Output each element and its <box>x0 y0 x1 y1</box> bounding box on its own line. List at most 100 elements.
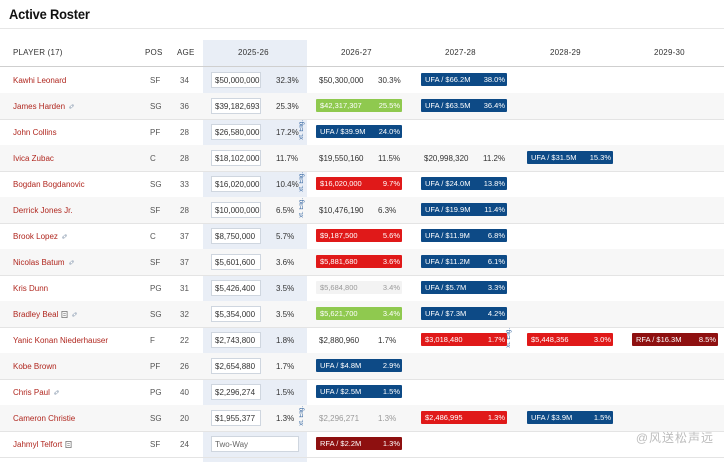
table-row: Ivica Zubac C 28 $18,102,000 11.7% $19,550,16… <box>0 145 724 172</box>
salary-amount: $19,550,160 <box>319 154 364 163</box>
contract-status-pill[interactable]: UFA / $19.9M 11.4% <box>421 203 507 216</box>
player-name-link[interactable]: Kris Dunn <box>13 284 48 293</box>
salary-amount: $26,580,000 <box>215 128 260 137</box>
player-name-link[interactable]: Bogdan Bogdanovic <box>13 180 85 189</box>
contract-label: UFA / $66.2M <box>425 75 471 84</box>
player-position: SF <box>150 76 161 85</box>
contract-status-pill[interactable]: UFA / $4.8M 2.9% <box>316 359 402 372</box>
salary-input-box <box>211 306 261 322</box>
salary-amount: $5,601,600 <box>215 258 256 267</box>
contract-status-pill[interactable]: UFA / $2.5M 1.5% <box>316 385 402 398</box>
salary-input-box <box>211 384 261 400</box>
table-row: Nicolas Batum SF 37 $5,601,600 3.6% $5,881,68… <box>0 249 724 276</box>
contract-status-pill[interactable]: $2,486,995 1.3% <box>421 411 507 424</box>
cap-percent: 1.3% <box>487 413 505 422</box>
salary-input-box <box>211 410 261 426</box>
cap-percent: 3.6% <box>382 257 400 266</box>
salary-amount: $10,000,000 <box>215 206 260 215</box>
contract-status-pill[interactable]: UFA / $39.9M 24.0% <box>316 125 402 138</box>
contract-label: UFA / $63.5M <box>425 101 471 110</box>
contract-status-pill[interactable]: $3,018,480 1.7% <box>421 333 507 346</box>
contract-status-pill[interactable]: UFA / $7.3M 4.2% <box>421 307 507 320</box>
player-name-link[interactable]: Bradley Beal <box>13 310 78 319</box>
player-name-link[interactable]: Chris Paul <box>13 388 60 397</box>
contract-status-pill[interactable]: $5,684,800 3.4% <box>316 281 402 294</box>
contract-label: $3,018,480 <box>425 335 463 344</box>
contract-status-pill[interactable]: UFA / $3.9M 1.5% <box>527 411 613 424</box>
watermark: @风送松声远 <box>635 431 714 445</box>
header-season-2025-26[interactable]: 2025-26 <box>238 48 269 57</box>
contract-status-pill[interactable]: UFA / $11.2M 6.1% <box>421 255 507 268</box>
contract-status-pill[interactable]: RFA / $2.2M 1.3% <box>316 437 402 450</box>
player-name-link[interactable]: Brook Lopez <box>13 232 68 241</box>
player-position: PG <box>150 388 162 397</box>
cap-percent: 1.7% <box>378 336 397 345</box>
cap-percent: 5.6% <box>382 231 400 240</box>
contract-status-pill[interactable]: UFA / $66.2M 38.0% <box>421 73 507 86</box>
header-age[interactable]: AGE <box>177 48 195 57</box>
contract-status-pill[interactable]: UFA / $24.0M 13.8% <box>421 177 507 190</box>
contract-status-pill[interactable]: $42,317,307 25.5% <box>316 99 402 112</box>
contract-label: UFA / $11.9M <box>425 231 470 240</box>
player-name-link[interactable]: Derrick Jones Jr. <box>13 206 73 215</box>
player-name-link[interactable]: Nicolas Batum <box>13 258 75 267</box>
contract-status-pill[interactable]: UFA / $11.9M 6.8% <box>421 229 507 242</box>
header-player[interactable]: PLAYER (17) <box>13 48 63 57</box>
salary-amount: $2,296,274 <box>215 388 256 397</box>
cap-percent: 32.3% <box>276 76 299 85</box>
bandage-icon <box>50 388 60 397</box>
player-age: 33 <box>180 180 189 189</box>
player-name-link[interactable]: Ivica Zubac <box>13 154 54 163</box>
cap-percent: 9.7% <box>382 179 400 188</box>
extension-eligible-tag: xt. Elig. <box>299 198 305 218</box>
header-pos[interactable]: POS <box>145 48 163 57</box>
player-name: Kobe Brown <box>13 362 57 371</box>
contract-status-pill[interactable]: $5,448,356 3.0% <box>527 333 613 346</box>
bandage-icon <box>68 310 78 319</box>
salary-input-box <box>211 358 261 374</box>
salary-amount: Two-Way <box>215 440 249 449</box>
player-name-link[interactable]: Kawhi Leonard <box>13 76 66 85</box>
header-season-2028-29[interactable]: 2028-29 <box>550 48 581 57</box>
player-position: F <box>150 336 155 345</box>
contract-label: UFA / $31.5M <box>531 153 577 162</box>
salary-input-box <box>211 98 261 114</box>
header-season-2026-27[interactable]: 2026-27 <box>341 48 372 57</box>
cap-percent: 11.7% <box>276 154 299 163</box>
table-header: PLAYER (17) POS AGE 2025-26 2026-27 2027… <box>0 40 724 67</box>
contract-status-pill[interactable]: $5,881,680 3.6% <box>316 255 402 268</box>
contract-status-pill[interactable]: $16,020,000 9.7% <box>316 177 402 190</box>
header-season-2029-30[interactable]: 2029-30 <box>654 48 685 57</box>
salary-amount: $20,998,320 <box>424 154 469 163</box>
contract-status-pill[interactable]: UFA / $5.7M 3.3% <box>421 281 507 294</box>
player-name-link[interactable]: Cameron Christie <box>13 414 75 423</box>
cap-percent: 3.5% <box>276 310 295 319</box>
player-age: 24 <box>180 440 189 449</box>
cap-percent: 24.0% <box>378 127 400 136</box>
contract-status-pill[interactable]: RFA / $16.3M 8.5% <box>632 333 718 346</box>
player-name-link[interactable]: James Harden <box>13 102 75 111</box>
player-name-link[interactable]: Kobe Brown <box>13 362 57 371</box>
player-name-link[interactable]: Yanic Konan Niederhauser <box>13 336 108 345</box>
salary-input-box <box>211 72 261 88</box>
extension-eligible-tag: xt. Elig. <box>299 172 305 192</box>
contract-status-pill[interactable]: $5,621,700 3.4% <box>316 307 402 320</box>
contract-label: UFA / $2.5M <box>320 387 362 396</box>
cap-percent: 3.6% <box>276 258 295 267</box>
contract-label: $5,881,680 <box>320 257 358 266</box>
player-name-link[interactable]: Jahmyl Telfort <box>13 440 72 449</box>
player-name: Kris Dunn <box>13 284 49 293</box>
contract-status-pill[interactable]: UFA / $63.5M 36.4% <box>421 99 507 112</box>
contract-label: UFA / $5.7M <box>425 283 467 292</box>
contract-status-pill[interactable]: $9,187,500 5.6% <box>316 229 402 242</box>
player-age: 32 <box>180 310 189 319</box>
header-season-2027-28[interactable]: 2027-28 <box>445 48 476 57</box>
contract-status-pill[interactable]: UFA / $31.5M 15.3% <box>527 151 613 164</box>
salary-amount: $1,955,377 <box>215 414 256 423</box>
player-position: C <box>150 154 156 163</box>
salary-input-box <box>211 228 261 244</box>
cap-percent: 2.9% <box>382 361 400 370</box>
contract-label: UFA / $4.8M <box>320 361 362 370</box>
player-position: SG <box>150 310 162 319</box>
player-name-link[interactable]: John Collins <box>13 128 57 137</box>
